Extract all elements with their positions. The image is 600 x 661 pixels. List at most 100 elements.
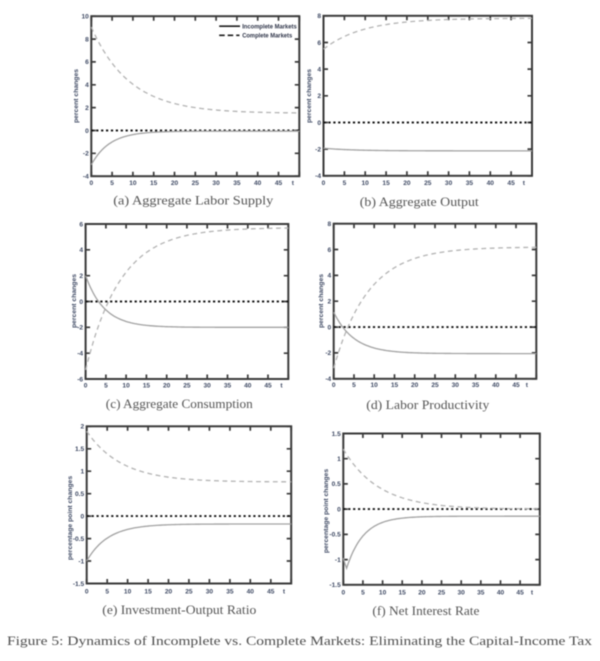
svg-text:5: 5 [361,589,365,596]
svg-text:4: 4 [79,247,83,254]
svg-text:15: 15 [391,382,399,389]
svg-text:45: 45 [512,382,520,389]
svg-text:35: 35 [477,589,485,596]
svg-text:40: 40 [244,382,252,389]
svg-text:20: 20 [165,588,173,595]
svg-text:2: 2 [317,93,321,100]
svg-text:0: 0 [79,299,83,306]
svg-text:45: 45 [267,588,275,595]
svg-text:8: 8 [317,13,321,20]
svg-text:5: 5 [352,382,356,389]
svg-text:(e) Investment-Output Ratio: (e) Investment-Output Ratio [102,603,256,617]
svg-text:percent changes: percent changes [306,69,313,123]
svg-text:35: 35 [226,588,234,595]
svg-text:(b) Aggregate Output: (b) Aggregate Output [360,195,480,209]
svg-text:t: t [292,180,295,187]
svg-text:-2: -2 [77,325,83,332]
svg-text:25: 25 [431,382,439,389]
svg-text:40: 40 [492,382,500,389]
svg-text:-1.5: -1.5 [73,581,85,588]
svg-text:35: 35 [472,382,480,389]
svg-text:2: 2 [85,105,89,112]
svg-text:25: 25 [438,589,446,596]
svg-text:2: 2 [79,273,83,280]
svg-text:8: 8 [328,221,332,228]
svg-text:percent changes: percent changes [73,69,80,123]
svg-text:t: t [280,382,283,389]
svg-text:(f) Net Interest Rate: (f) Net Interest Rate [372,604,480,618]
svg-text:35: 35 [466,180,474,187]
svg-text:percentage point changes: percentage point changes [67,476,74,560]
svg-text:-1: -1 [78,558,84,565]
svg-text:30: 30 [206,588,214,595]
svg-text:0: 0 [322,180,326,187]
svg-text:Incomplete Markets: Incomplete Markets [242,24,297,31]
svg-text:percent changes: percent changes [71,274,78,328]
svg-text:20: 20 [163,382,171,389]
svg-text:15: 15 [144,588,152,595]
svg-text:-4: -4 [315,173,321,180]
svg-text:0: 0 [328,324,332,331]
svg-text:0: 0 [317,120,321,127]
svg-text:1: 1 [337,456,341,463]
svg-text:10: 10 [362,180,370,187]
svg-text:(a) Aggregate Labor Supply: (a) Aggregate Labor Supply [113,194,274,208]
svg-text:4: 4 [85,82,89,89]
svg-text:10: 10 [122,382,130,389]
svg-text:6: 6 [328,247,332,254]
svg-text:25: 25 [183,382,191,389]
svg-text:40: 40 [497,589,505,596]
svg-text:10: 10 [81,14,89,21]
svg-text:30: 30 [452,382,460,389]
svg-text:(d) Labor Productivity: (d) Labor Productivity [366,398,490,412]
svg-text:15: 15 [150,180,158,187]
svg-text:45: 45 [507,180,515,187]
svg-text:20: 20 [403,180,411,187]
svg-text:2: 2 [328,299,332,306]
svg-text:0: 0 [337,506,341,513]
svg-text:Figure 5: Dynamics of Incomple: Figure 5: Dynamics of Incomplete vs. Com… [7,634,593,648]
svg-text:0: 0 [85,128,89,135]
svg-text:0: 0 [341,589,345,596]
svg-text:5: 5 [105,588,109,595]
svg-text:10: 10 [379,589,387,596]
svg-text:5: 5 [104,382,108,389]
svg-text:0: 0 [89,180,93,187]
svg-text:(c) Aggregate Consumption: (c) Aggregate Consumption [106,397,253,411]
svg-text:6: 6 [317,40,321,47]
svg-text:4: 4 [317,66,321,73]
svg-text:45: 45 [275,180,283,187]
svg-text:45: 45 [264,382,272,389]
svg-text:1.5: 1.5 [75,446,84,453]
svg-text:8: 8 [85,36,89,43]
svg-text:1.5: 1.5 [332,431,341,438]
svg-text:45: 45 [516,589,524,596]
svg-text:4: 4 [328,273,332,280]
svg-text:0: 0 [81,513,85,520]
svg-text:2: 2 [81,424,85,431]
svg-text:t: t [531,589,534,596]
svg-text:30: 30 [204,382,212,389]
svg-text:0.5: 0.5 [75,491,84,498]
svg-text:5: 5 [343,180,347,187]
svg-text:t: t [283,588,286,595]
svg-text:0: 0 [85,588,89,595]
svg-text:-0.5: -0.5 [329,532,341,539]
svg-text:-6: -6 [77,376,83,383]
svg-text:40: 40 [247,588,255,595]
svg-text:15: 15 [143,382,151,389]
svg-text:-0.5: -0.5 [73,536,85,543]
svg-text:-1.5: -1.5 [329,582,341,589]
svg-text:35: 35 [233,180,241,187]
svg-text:15: 15 [382,180,390,187]
svg-text:-4: -4 [325,376,331,383]
svg-text:-4: -4 [77,351,83,358]
svg-text:15: 15 [399,589,407,596]
svg-text:30: 30 [445,180,453,187]
svg-text:30: 30 [458,589,466,596]
svg-text:percentage point changes: percentage point changes [323,469,330,553]
svg-text:20: 20 [171,180,179,187]
svg-text:-1: -1 [335,557,341,564]
svg-text:t: t [526,382,529,389]
svg-text:6: 6 [85,59,89,66]
